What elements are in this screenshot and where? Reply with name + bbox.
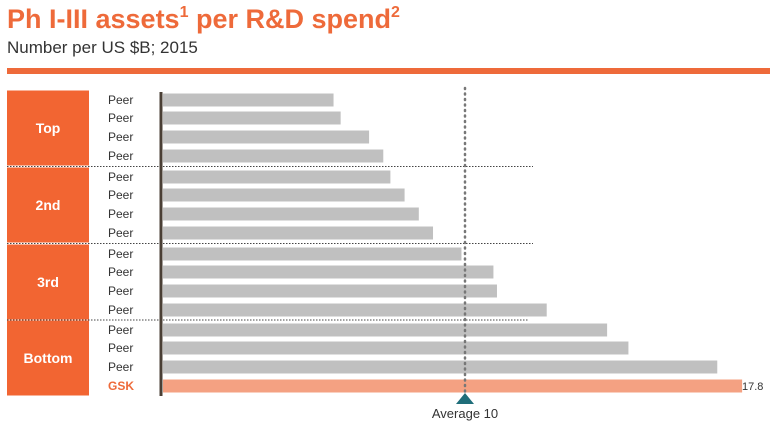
bar-peer xyxy=(163,207,419,221)
bar-peer xyxy=(163,130,370,144)
bar-peer xyxy=(163,360,718,374)
chart-title: Ph I-III assets1 per R&D spend2 xyxy=(7,4,400,35)
category-label: Peer xyxy=(108,341,133,355)
category-label: Peer xyxy=(108,360,133,374)
bar-peer xyxy=(163,93,334,107)
bar-peer xyxy=(163,247,462,261)
category-label: Peer xyxy=(108,111,133,125)
category-label: Peer xyxy=(108,207,133,221)
category-label: Peer xyxy=(108,265,133,279)
bar-peer xyxy=(163,265,494,279)
title-text: Ph I-III assets xyxy=(7,4,180,34)
category-label: Peer xyxy=(108,170,133,184)
bar-peer xyxy=(163,149,384,163)
bar-peer xyxy=(163,111,341,125)
bar-peer xyxy=(163,226,434,240)
footnote-2: 2 xyxy=(391,4,400,21)
category-label: Peer xyxy=(108,93,133,107)
category-label: Peer xyxy=(108,284,133,298)
bar-peer xyxy=(163,341,629,355)
bar-peer xyxy=(163,323,608,337)
category-label: Peer xyxy=(108,226,133,240)
title-text: per R&D spend xyxy=(188,4,392,34)
bar-peer xyxy=(163,284,497,298)
category-label: Peer xyxy=(108,323,133,337)
category-label: Peer xyxy=(108,303,133,317)
group-box-top xyxy=(7,90,89,166)
category-label: Peer xyxy=(108,188,133,202)
group-label: 2nd xyxy=(36,197,61,213)
category-label: GSK xyxy=(108,379,134,393)
bar-gsk xyxy=(163,379,743,393)
data-label: 17.8 xyxy=(742,381,763,393)
average-marker-icon xyxy=(456,393,474,404)
group-label: 3rd xyxy=(37,274,59,290)
group-box-2nd xyxy=(7,167,89,243)
group-label: Top xyxy=(36,120,61,136)
title-rule xyxy=(7,68,770,74)
bar-peer xyxy=(163,188,405,202)
group-box-3rd xyxy=(7,244,89,320)
chart-subtitle: Number per US $B; 2015 xyxy=(7,38,198,57)
bar-peer xyxy=(163,303,547,317)
average-label: Average 10 xyxy=(432,406,498,421)
category-label: Peer xyxy=(108,247,133,261)
bar-peer xyxy=(163,170,391,184)
category-label: Peer xyxy=(108,149,133,163)
category-label: Peer xyxy=(108,130,133,144)
group-box-bottom xyxy=(7,320,89,396)
footnote-1: 1 xyxy=(179,4,189,21)
group-label: Bottom xyxy=(24,350,73,366)
